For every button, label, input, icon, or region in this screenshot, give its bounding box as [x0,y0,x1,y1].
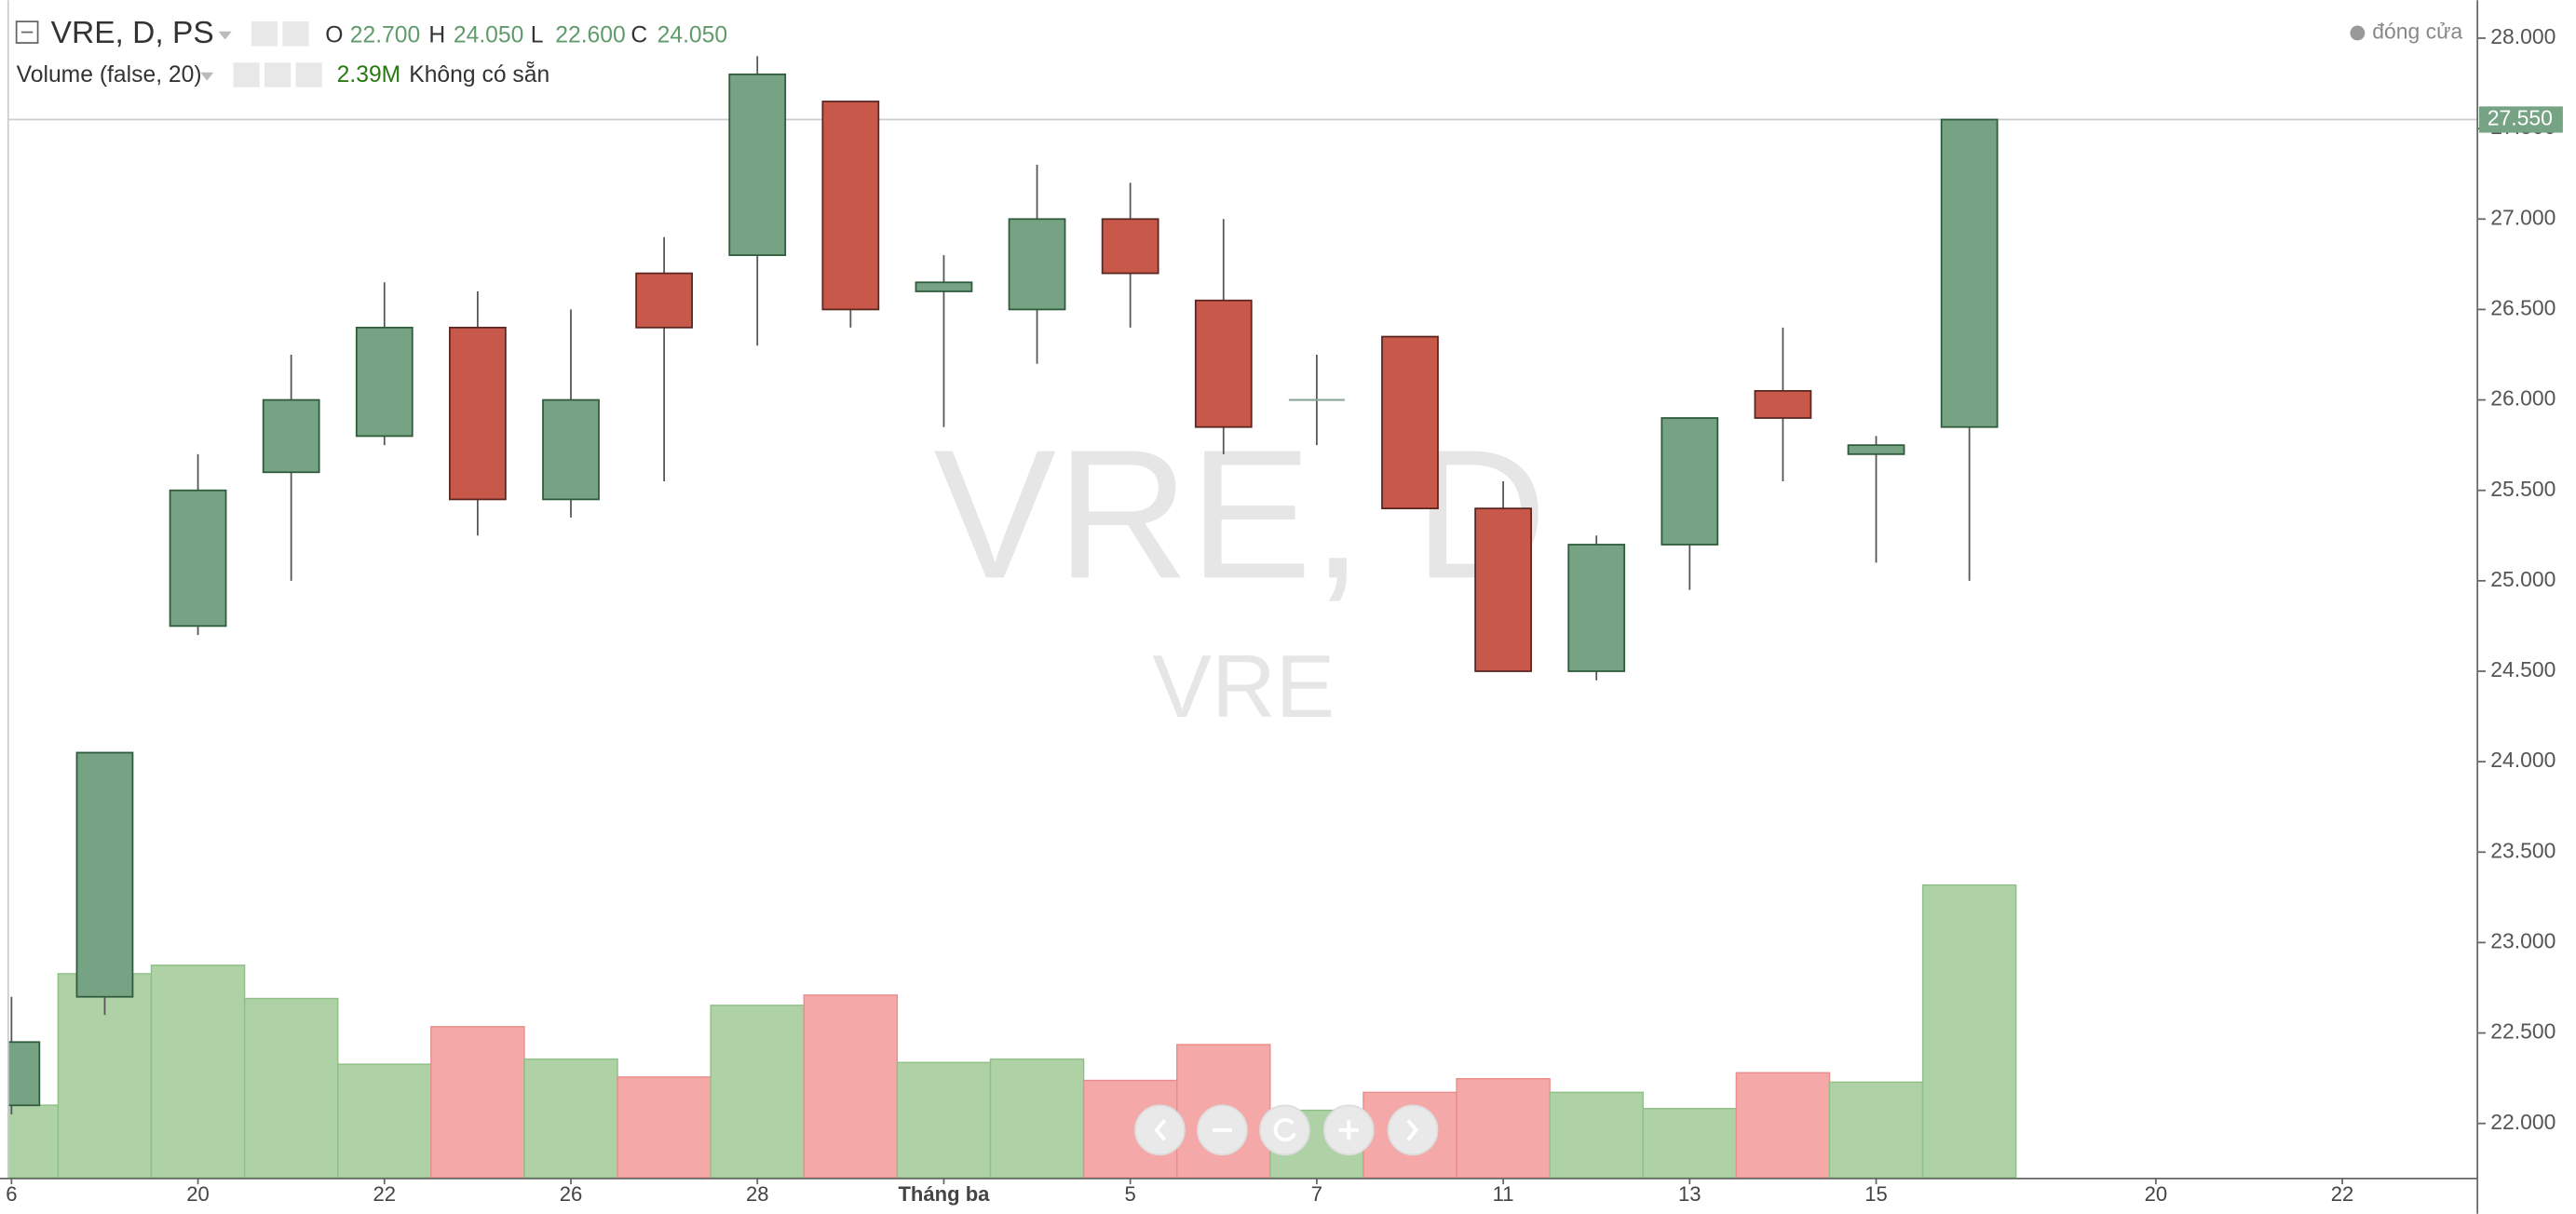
legend-low: 22.600 [555,23,626,48]
candle-body [635,272,693,329]
legend-volume-status: Không có sẵn [409,61,549,88]
candle-body [7,1041,41,1107]
x-tick-label: 22 [373,1182,397,1206]
x-tick-label: 11 [1493,1182,1514,1206]
legend-volume: 2.39M [337,62,401,88]
nav-buttons [1134,1104,1439,1156]
candle-body [355,326,414,438]
candle-body [1847,444,1905,455]
x-tick-label: 5 [1125,1182,1136,1206]
volume-bar [989,1058,1085,1179]
volume-bar [1828,1081,1924,1179]
settings-button[interactable] [282,21,309,47]
candle-body [449,326,507,501]
legend-open: 22.700 [350,23,421,48]
y-tick-label: 22.500 [2490,1019,2556,1044]
x-tick-label: 15 [1864,1182,1888,1206]
y-tick-label: 24.000 [2490,748,2556,772]
series-toggle-dot[interactable] [2350,25,2366,41]
volume-bar [896,1061,992,1179]
x-tick-label: 6 [6,1182,17,1206]
y-tick-label: 26.500 [2490,295,2556,319]
candle-body [1661,417,1719,546]
volume-bar [1549,1091,1644,1179]
legend-high-label: H [428,23,445,48]
volume-bar [430,1026,525,1179]
y-tick-label: 26.000 [2490,386,2556,411]
scroll-right-button[interactable] [1387,1104,1439,1156]
x-tick-label: 22 [2331,1182,2354,1206]
watermark-sub: VRE [1152,638,1335,736]
y-tick-label: 27.000 [2490,205,2556,229]
y-tick-label: 25.000 [2490,567,2556,591]
visibility-button[interactable] [251,21,278,47]
visibility-button[interactable] [233,62,260,88]
volume-bar [337,1063,432,1179]
volume-bar [1921,884,2017,1179]
candle-body [821,101,880,311]
legend-high: 24.050 [454,23,524,48]
y-tick-label: 23.500 [2490,838,2556,862]
x-tick-label: 26 [560,1182,583,1206]
candle-body [1567,544,1626,672]
volume-bar [150,964,246,1179]
candle-body [75,751,134,998]
scroll-left-button[interactable] [1134,1104,1186,1156]
volume-legend-name: Volume (false, 20) [17,62,202,88]
volume-bar [1735,1072,1831,1179]
legend-close-label: C [630,23,647,48]
volume-bar [1456,1077,1551,1179]
y-tick-label: 23.000 [2490,928,2556,952]
chart-title: VRE, D, PS [51,16,214,50]
x-tick-label: 7 [1311,1182,1322,1206]
nav-icons [1154,1118,1419,1142]
reset-button[interactable] [1259,1104,1310,1156]
x-tick-label: 13 [1678,1182,1702,1206]
y-tick-label: 25.500 [2490,477,2556,501]
y-tick-label: 28.000 [2490,24,2556,48]
x-tick-label: 20 [2145,1182,2168,1206]
volume-bar [803,994,899,1179]
y-tick-label: 24.500 [2490,657,2556,681]
last-price-box [2478,106,2563,133]
x-tick-label: 20 [186,1182,210,1206]
x-tick-label: Tháng ba [898,1182,990,1206]
candle-body [915,281,973,292]
series-toggle[interactable]: đóng cửa [2372,20,2462,44]
last-price-label: 27.550 [2488,105,2553,129]
candle-body [1194,299,1253,428]
candle-body [262,398,320,474]
legend-low-label: L [531,23,544,48]
candle-body [728,73,787,257]
dropdown-icon[interactable] [200,72,214,81]
candle-body [1101,218,1159,275]
settings-button[interactable] [264,62,291,88]
collapse-button[interactable] [15,20,39,44]
volume-bar [710,1005,805,1179]
candle-body [1754,389,1812,419]
y-tick-label: 22.000 [2490,1110,2556,1134]
legend-close: 24.050 [658,23,728,48]
volume-bar [1642,1108,1738,1179]
candle-body [1474,507,1532,672]
candle-body [1381,335,1439,510]
plot-area: VRE, D VRE [7,56,2478,1179]
candle-body [1940,118,1999,428]
candle-body [542,398,600,501]
remove-button[interactable] [295,62,322,88]
volume-bar [617,1076,712,1179]
candle-body [1008,218,1066,311]
watermark: VRE, D [934,411,1548,616]
x-tick-label: 28 [746,1182,769,1206]
dropdown-icon[interactable] [218,31,232,40]
volume-bar [523,1058,618,1179]
volume-bar [243,997,339,1179]
legend-open-label: O [325,23,343,48]
candle-body [169,489,227,627]
